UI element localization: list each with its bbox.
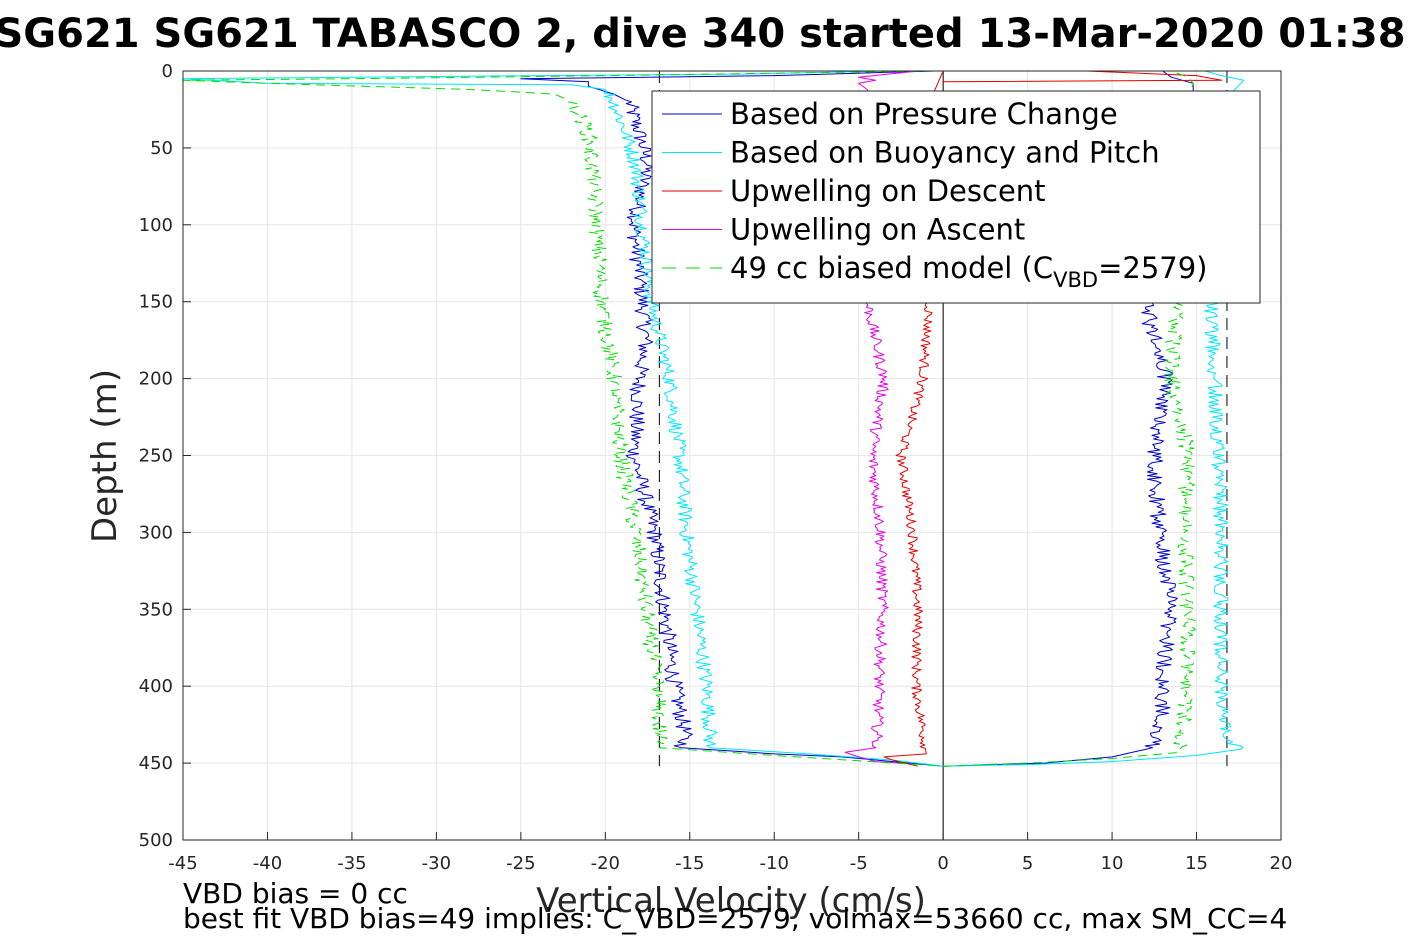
x-tick-label: 20 (1270, 853, 1293, 874)
series-3-ascent-line (942, 70, 1223, 84)
legend-label: Upwelling on Ascent (730, 213, 1025, 247)
x-tick-label: -35 (337, 853, 366, 874)
x-tick-label: -45 (168, 853, 197, 874)
x-tick-label: 0 (937, 853, 948, 874)
x-tick-label: -5 (850, 853, 868, 874)
legend-label: Based on Pressure Change (730, 97, 1118, 131)
y-tick-label: 50 (150, 138, 173, 159)
x-axis-label: Vertical Velocity (cm/s) (536, 881, 926, 921)
x-tick-label: -30 (422, 853, 451, 874)
legend-label: Based on Buoyancy and Pitch (730, 136, 1160, 170)
y-tick-label: 450 (139, 753, 173, 774)
y-tick-label: 100 (139, 215, 173, 236)
y-tick-label: 250 (139, 446, 173, 467)
footer-best-fit: best fit VBD bias=49 implies: C_VBD=2579… (183, 902, 1287, 935)
y-tick-label: 400 (139, 676, 173, 697)
x-tick-label: -10 (760, 853, 789, 874)
x-tick-label: -25 (506, 853, 535, 874)
x-tick-label: 10 (1101, 853, 1124, 874)
legend: Based on Pressure Change Based on Buoyanc… (651, 90, 1261, 304)
series-1-descent-line (520, 70, 944, 767)
x-tick-label: -40 (253, 853, 282, 874)
y-axis-ticks: 0 50 100 150 200 250 300 350 400 450 500 (139, 61, 191, 851)
footer-vbd-bias: VBD bias = 0 cc (183, 877, 408, 910)
y-tick-label: 500 (139, 830, 173, 851)
y-tick-label: 300 (139, 522, 173, 543)
legend-items: Based on Pressure Change Based on Buoyanc… (662, 97, 1208, 292)
y-tick-label: 200 (139, 369, 173, 390)
x-tick-label: -15 (675, 853, 704, 874)
series-2-descent-line (182, 70, 944, 767)
chart-title: SG621 SG621 TABASCO 2, dive 340 started … (0, 11, 1406, 57)
x-tick-label: 5 (1022, 853, 1033, 874)
y-axis-label: Depth (m) (85, 369, 125, 543)
x-tick-label: -20 (591, 853, 620, 874)
x-axis-ticks: -45 -40 -35 -30 -25 -20 -15 -10 -5 0 5 10 15 20 (168, 832, 1292, 874)
series-5-descent-line (182, 70, 944, 767)
legend-label: Upwelling on Descent (730, 174, 1046, 208)
y-tick-label: 350 (139, 599, 173, 620)
y-tick-label: 150 (139, 292, 173, 313)
x-tick-label: 15 (1185, 853, 1208, 874)
legend-box (651, 90, 1261, 304)
y-tick-label: 0 (162, 61, 173, 82)
